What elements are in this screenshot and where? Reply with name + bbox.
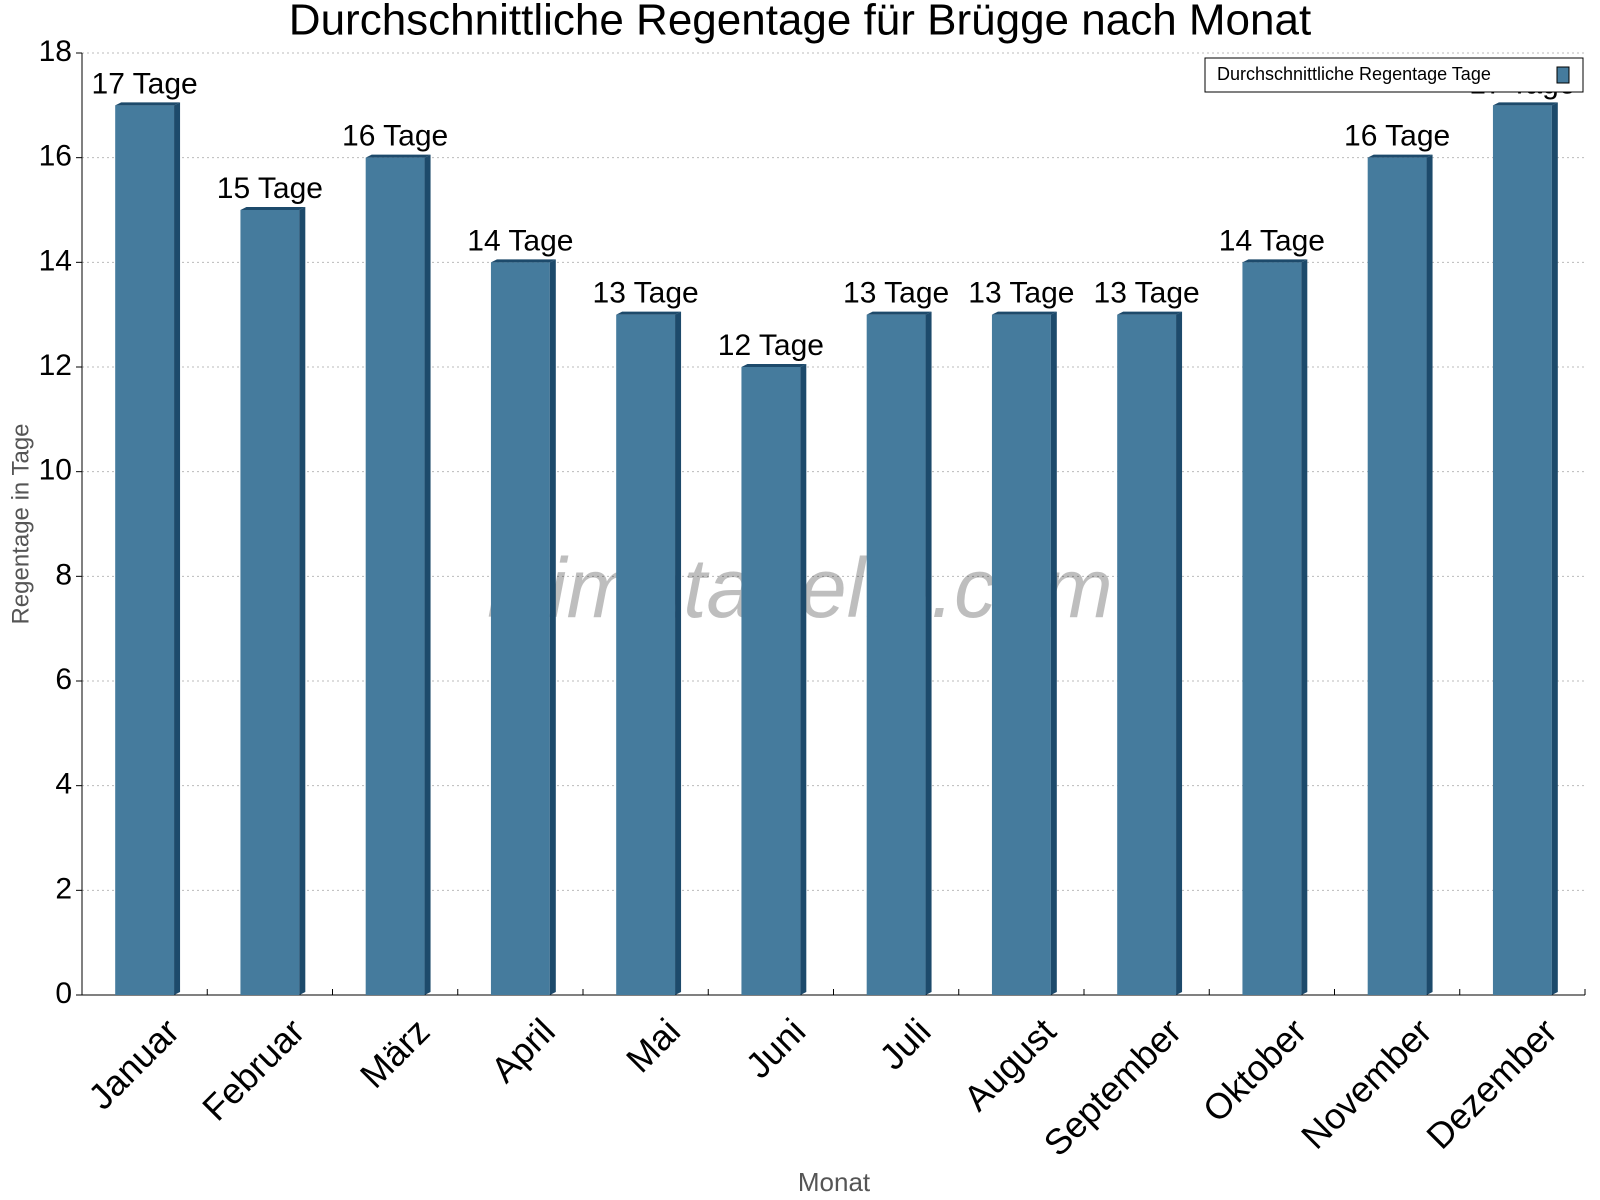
value-label: 14 Tage xyxy=(467,224,573,257)
bar-side xyxy=(549,259,556,995)
bar-group xyxy=(1367,154,1433,995)
bar-group xyxy=(741,364,807,995)
x-tick-label: September xyxy=(1035,1010,1189,1164)
x-tick-label: Juni xyxy=(738,1010,814,1086)
bar-group xyxy=(991,311,1057,996)
x-tick-label: Januar xyxy=(80,1010,187,1117)
bar-side xyxy=(1176,311,1183,996)
value-label: 13 Tage xyxy=(843,277,949,310)
legend-swatch xyxy=(1556,66,1570,84)
bar xyxy=(365,157,425,995)
bar-top xyxy=(1492,102,1558,106)
y-tick-label: 2 xyxy=(55,872,72,905)
bar-side xyxy=(1426,154,1433,995)
bar-side xyxy=(299,207,306,995)
bar xyxy=(741,367,801,995)
y-tick-label: 14 xyxy=(39,244,72,277)
bar-top xyxy=(115,102,181,106)
x-tick-label: Oktober xyxy=(1195,1010,1315,1130)
bar-group xyxy=(1492,102,1558,996)
x-tick-label: November xyxy=(1293,1010,1439,1156)
y-tick-label: 10 xyxy=(39,454,72,487)
bar xyxy=(616,314,676,996)
y-tick-label: 6 xyxy=(55,663,72,696)
y-tick-label: 4 xyxy=(55,768,72,801)
x-tick-label: Februar xyxy=(194,1010,312,1128)
bar-group xyxy=(240,207,306,995)
value-label: 14 Tage xyxy=(1219,224,1325,257)
legend-label: Durchschnittliche Regentage Tage xyxy=(1217,64,1491,84)
bar xyxy=(991,314,1051,996)
bar-side xyxy=(1551,102,1558,996)
bar-top xyxy=(866,311,932,315)
bar-top xyxy=(741,364,807,367)
chart-title: Durchschnittliche Regentage für Brügge n… xyxy=(289,0,1311,45)
bar-side xyxy=(424,154,431,995)
bar xyxy=(1242,262,1302,995)
value-label: 13 Tage xyxy=(593,277,699,310)
bar-group xyxy=(616,311,682,996)
x-tick-label: April xyxy=(483,1010,563,1090)
bar-top xyxy=(1242,259,1308,263)
y-tick-label: 12 xyxy=(39,349,72,382)
x-tick-label: Mai xyxy=(618,1010,688,1080)
bar xyxy=(1117,314,1177,996)
bar-group xyxy=(866,311,932,996)
x-tick-label: August xyxy=(956,1010,1064,1118)
x-tick-label: Dezember xyxy=(1418,1010,1564,1156)
bar-top xyxy=(240,207,306,210)
bar-side xyxy=(1301,259,1308,995)
value-label: 13 Tage xyxy=(968,277,1074,310)
bar xyxy=(115,105,175,996)
y-tick-label: 16 xyxy=(39,140,72,173)
bar xyxy=(1492,105,1552,996)
bar-group xyxy=(115,102,181,996)
x-tick-label: Juli xyxy=(871,1010,938,1077)
bar-side xyxy=(174,102,181,996)
value-label: 16 Tage xyxy=(1344,120,1450,153)
bar-top xyxy=(1117,311,1183,315)
bar xyxy=(240,210,300,995)
value-label: 12 Tage xyxy=(718,329,824,362)
y-tick-label: 8 xyxy=(55,558,72,591)
bar-side xyxy=(675,311,682,996)
bar-group xyxy=(1242,259,1308,995)
bar-top xyxy=(616,311,682,315)
bar xyxy=(1367,157,1427,995)
bar xyxy=(866,314,926,996)
x-axis-label: Monat xyxy=(798,1167,871,1197)
bar-group xyxy=(490,259,556,995)
bar-side xyxy=(1050,311,1057,996)
bar-group xyxy=(365,154,431,995)
x-tick-label: März xyxy=(352,1010,438,1096)
bar xyxy=(490,262,550,995)
bar-top xyxy=(365,154,431,158)
y-axis-label: Regentage in Tage xyxy=(7,423,34,624)
bar-top xyxy=(490,259,556,263)
bar-side xyxy=(925,311,932,996)
value-label: 15 Tage xyxy=(217,172,323,205)
bar-side xyxy=(800,364,807,995)
bar-top xyxy=(991,311,1057,315)
y-tick-label: 18 xyxy=(39,35,72,68)
value-label: 13 Tage xyxy=(1094,277,1200,310)
bar-group xyxy=(1117,311,1183,996)
bar-top xyxy=(1367,154,1433,158)
value-label: 17 Tage xyxy=(92,67,198,100)
legend-box xyxy=(1204,57,1584,93)
value-label: 16 Tage xyxy=(342,120,448,153)
y-tick-label: 0 xyxy=(55,977,72,1010)
